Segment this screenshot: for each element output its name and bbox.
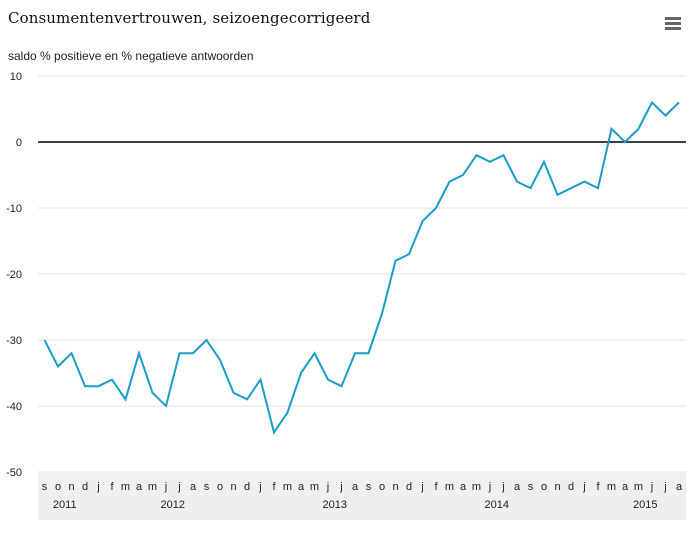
x-tick-label: a [460,481,467,493]
x-tick-label: s [366,481,372,493]
x-tick-label: n [554,481,560,493]
x-tick-label: n [230,481,236,493]
x-tick-label: j [650,481,653,493]
x-tick-label: j [582,481,585,493]
x-tick-label: a [136,481,143,493]
grid-lines [38,76,686,472]
y-tick-label: -10 [6,203,22,215]
y-tick-label: -50 [6,467,22,479]
x-tick-label: j [326,481,329,493]
x-tick-label: a [190,481,197,493]
y-tick-label: -40 [6,401,22,413]
x-tick-label: j [663,481,666,493]
x-tick-label: m [310,481,319,493]
x-tick-label: a [298,481,305,493]
x-tick-label: m [445,481,454,493]
y-axis-ticks: 10 0 -10 -20 -30 -40 -50 [6,71,22,479]
x-tick-label: m [607,481,616,493]
y-tick-label: 10 [10,71,22,83]
x-tick-label: m [283,481,292,493]
x-tick-label: a [676,481,683,493]
x-tick-label: j [339,481,342,493]
x-tick-label: j [177,481,180,493]
x-tick-label: j [96,481,99,493]
x-year-label: 2014 [485,499,509,511]
x-tick-label: o [379,481,385,493]
x-tick-label: j [420,481,423,493]
x-tick-label: a [622,481,629,493]
y-tick-label: -30 [6,335,22,347]
x-year-label: 2013 [323,499,347,511]
x-tick-label: d [406,481,412,493]
x-tick-label: j [501,481,504,493]
x-tick-label: s [42,481,48,493]
x-tick-label: a [352,481,359,493]
x-tick-label: d [568,481,574,493]
x-year-label: 2015 [633,499,657,511]
x-tick-label: d [82,481,88,493]
x-tick-label: m [148,481,157,493]
x-tick-label: o [541,481,547,493]
x-tick-label: o [217,481,223,493]
x-tick-label: d [244,481,250,493]
x-year-label: 2011 [53,499,77,511]
x-tick-label: s [204,481,210,493]
series-line [45,102,680,432]
x-tick-label: s [528,481,534,493]
x-year-label: 2012 [161,499,185,511]
x-tick-label: m [634,481,643,493]
x-tick-label: n [68,481,74,493]
x-tick-label: n [392,481,398,493]
x-tick-label: a [514,481,521,493]
y-tick-label: 0 [16,137,22,149]
x-tick-label: j [258,481,261,493]
x-tick-label: m [472,481,481,493]
x-tick-label: o [55,481,61,493]
x-tick-label: m [121,481,130,493]
x-tick-label: j [488,481,491,493]
x-tick-label: j [164,481,167,493]
y-tick-label: -20 [6,269,22,281]
